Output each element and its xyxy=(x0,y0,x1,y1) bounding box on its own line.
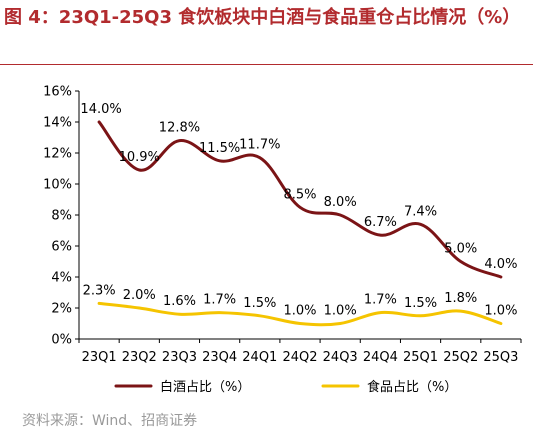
legend-label-food: 食品占比（%） xyxy=(367,379,457,395)
x-tick-label: 24Q3 xyxy=(323,350,358,365)
food-data-label: 1.7% xyxy=(203,293,236,308)
baijiu-data-label: 7.4% xyxy=(404,204,437,219)
food-data-label: 1.5% xyxy=(243,296,276,311)
baijiu-data-label: 10.9% xyxy=(119,150,160,165)
x-tick-label: 24Q1 xyxy=(242,350,277,365)
food-data-label: 1.5% xyxy=(404,296,437,311)
food-data-label: 2.3% xyxy=(83,283,116,298)
y-tick-label: 12% xyxy=(43,147,72,162)
legend-label-baijiu: 白酒占比（%） xyxy=(160,379,250,395)
x-tick-label: 25Q1 xyxy=(403,350,438,365)
title-divider xyxy=(0,64,533,65)
baijiu-data-label: 8.5% xyxy=(283,187,316,202)
figure-title: 图 4：23Q1-25Q3 食饮板块中白酒与食品重仓占比情况（%） xyxy=(4,7,521,28)
y-tick-label: 8% xyxy=(51,209,72,224)
x-tick-label: 23Q3 xyxy=(162,350,197,365)
food-data-label: 1.0% xyxy=(283,304,316,319)
y-tick-label: 16% xyxy=(43,85,72,100)
x-tick-label: 23Q1 xyxy=(82,350,117,365)
line-chart: 0% 2% 4% 6% 8% 10% 12% 14% 16% 23Q1 23Q2 23Q3 23Q4 24… xyxy=(43,85,522,395)
food-data-label: 2.0% xyxy=(123,288,156,303)
chart-series: 14.0% 10.9% 12.8% 11.5%11.7% 8.5% 8.0% 6.7% 7.4… xyxy=(80,102,517,327)
y-tick-label: 14% xyxy=(43,116,72,131)
baijiu-data-label: 14.0% xyxy=(80,102,121,117)
y-tick-label: 10% xyxy=(43,178,72,193)
chart-legend: 白酒占比（%） 食品占比（%） xyxy=(114,379,457,395)
baijiu-series-line xyxy=(97,120,503,279)
y-tick-label: 0% xyxy=(51,333,72,348)
food-data-label: 1.8% xyxy=(444,291,477,306)
x-tick-label: 24Q4 xyxy=(363,350,398,365)
source-note: 资料来源：Wind、招商证券 xyxy=(22,413,198,429)
chart-axes: 0% 2% 4% 6% 8% 10% 12% 14% 16% 23Q1 23Q2 23Q3 23Q4 24… xyxy=(43,85,522,365)
baijiu-data-label: 6.7% xyxy=(364,215,397,230)
y-tick-label: 4% xyxy=(51,271,72,286)
baijiu-data-label: 11.5% xyxy=(199,141,240,156)
x-tick-label: 25Q3 xyxy=(483,350,518,365)
food-series-line xyxy=(97,301,503,327)
food-data-label: 1.0% xyxy=(324,304,357,319)
baijiu-data-label: 11.7% xyxy=(239,138,280,153)
x-tick-label: 25Q2 xyxy=(443,350,478,365)
y-tick-label: 6% xyxy=(51,240,72,255)
food-data-label: 1.7% xyxy=(364,293,397,308)
baijiu-data-label: 12.8% xyxy=(159,121,200,136)
baijiu-data-label: 5.0% xyxy=(444,242,477,257)
y-tick-label: 2% xyxy=(51,302,72,317)
baijiu-data-label: 8.0% xyxy=(324,195,357,210)
food-data-label: 1.0% xyxy=(484,304,517,319)
x-tick-label: 23Q4 xyxy=(202,350,237,365)
x-tick-label: 23Q2 xyxy=(122,350,157,365)
x-tick-label: 24Q2 xyxy=(282,350,317,365)
food-data-label: 1.6% xyxy=(163,294,196,309)
baijiu-data-label: 4.0% xyxy=(484,257,517,272)
